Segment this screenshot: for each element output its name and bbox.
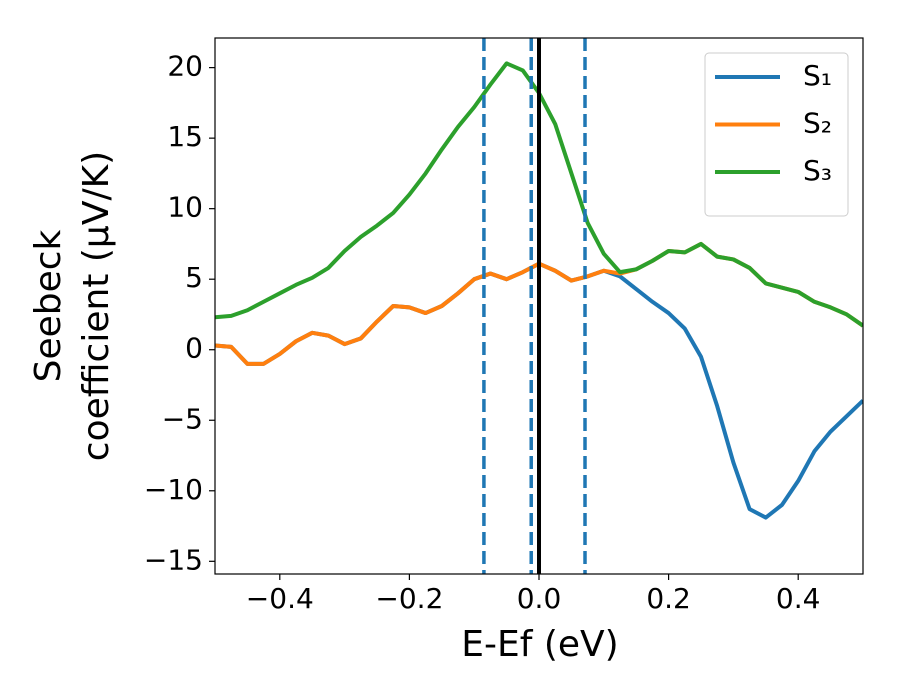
y-axis-label: Seebeck [28, 229, 69, 382]
plot-area [215, 38, 863, 574]
x-tick-label: −0.2 [375, 582, 443, 615]
y-tick-label: 0 [185, 332, 203, 365]
x-tick-label: 0.0 [517, 582, 562, 615]
y-tick-label: −10 [144, 473, 203, 506]
legend-label: S₃ [803, 154, 832, 187]
y-tick-label: −5 [162, 402, 203, 435]
y-tick-label: 20 [167, 50, 203, 83]
x-tick-label: 0.2 [646, 582, 691, 615]
y-tick-label: 10 [167, 191, 203, 224]
y-axis-label: coefficient (μV/K) [76, 151, 117, 461]
x-axis-label: E-Ef (eV) [461, 624, 618, 665]
legend-label: S₂ [803, 107, 832, 140]
y-tick-label: 15 [167, 120, 203, 153]
y-tick-label: −15 [144, 543, 203, 576]
x-tick-label: −0.4 [246, 582, 314, 615]
legend-label: S₁ [803, 59, 832, 92]
x-tick-label: 0.4 [776, 582, 821, 615]
legend-box [704, 52, 849, 217]
y-tick-label: 5 [185, 261, 203, 294]
